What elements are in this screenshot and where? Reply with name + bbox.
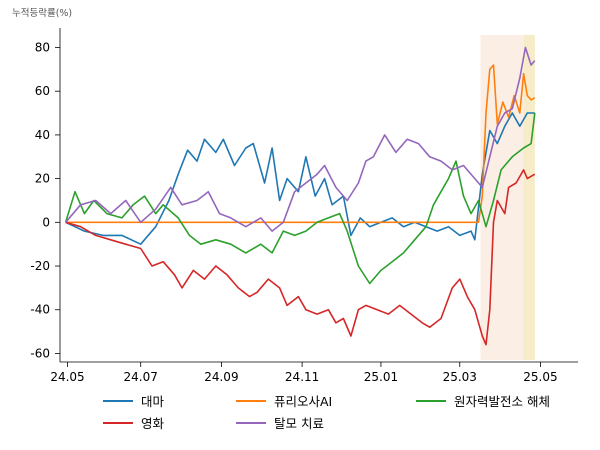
y-tick-label: 0 xyxy=(42,215,50,229)
y-tick-label: -40 xyxy=(30,303,50,317)
series-line-4 xyxy=(64,46,536,232)
series-lines xyxy=(64,46,536,346)
legend-label-1: 퓨리오사AI xyxy=(274,394,332,409)
highlight-band-1 xyxy=(523,35,535,360)
x-tick-label: 25.03 xyxy=(443,370,477,384)
x-tick-label: 24.11 xyxy=(285,370,319,384)
highlight-band-0 xyxy=(480,35,524,360)
series-line-2 xyxy=(64,112,536,285)
axes: -60 -40 -20 0 20 40 60 80 24.05 24.07 24.09 24.11 25… xyxy=(30,28,578,384)
y-tick-label: 20 xyxy=(35,172,50,186)
x-tick-label: 24.05 xyxy=(50,370,84,384)
x-tick-label: 25.01 xyxy=(364,370,398,384)
series-line-0 xyxy=(65,112,535,245)
y-tick-label: -60 xyxy=(30,346,50,360)
series-line-1 xyxy=(65,64,536,224)
legend-label-2: 원자력발전소 해체 xyxy=(454,394,550,409)
legend-label-4: 탈모 치료 xyxy=(274,416,324,431)
y-axis-title: 누적등락률(%) xyxy=(12,7,72,19)
y-tick-label: 80 xyxy=(35,40,50,54)
y-tick-label: 40 xyxy=(35,128,50,142)
legend-label-0: 대마 xyxy=(141,394,165,409)
series-line-3 xyxy=(65,169,536,346)
x-tick-label: 25.05 xyxy=(523,370,557,384)
y-tick-label: 60 xyxy=(35,84,50,98)
x-tick-label: 24.09 xyxy=(204,370,238,384)
legend-label-3: 영화 xyxy=(141,416,165,431)
x-tick-label: 24.07 xyxy=(124,370,158,384)
y-tick-label: -20 xyxy=(30,259,50,273)
